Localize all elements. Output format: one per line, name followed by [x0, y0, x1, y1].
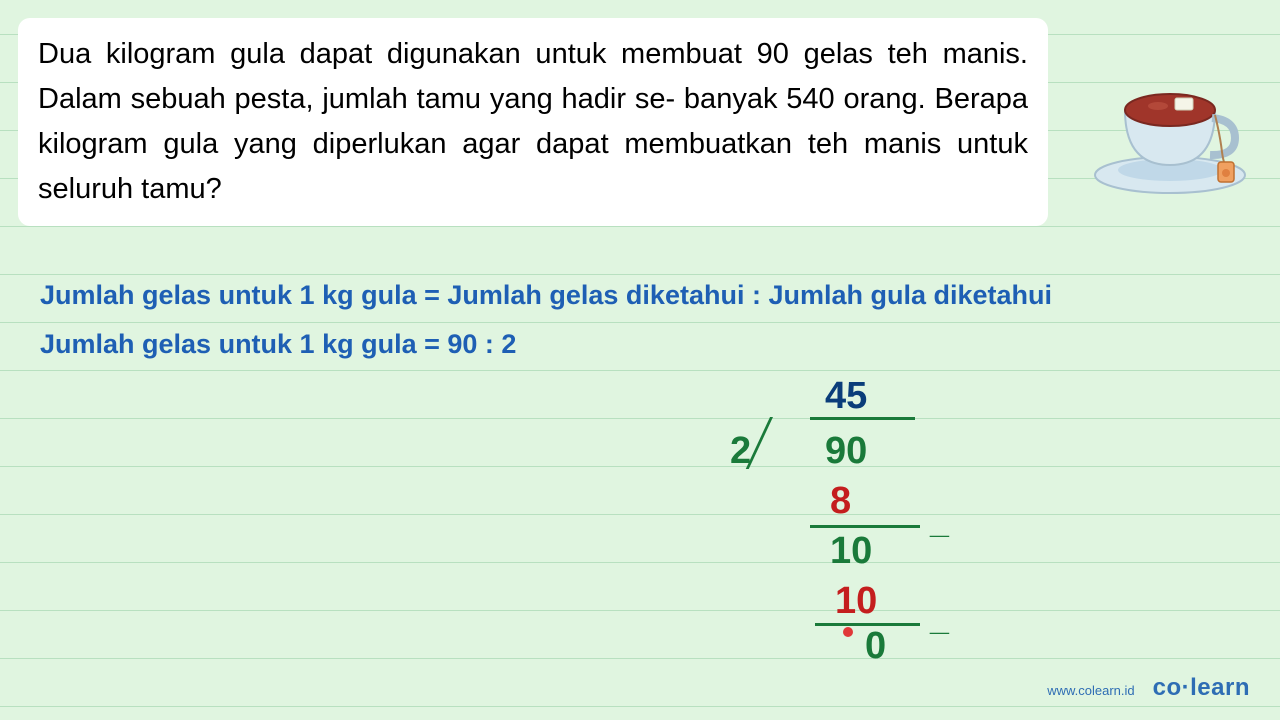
minus-sign-2: _ — [930, 600, 949, 639]
teacup-illustration — [1080, 60, 1260, 200]
formula-line-1: Jumlah gelas untuk 1 kg gula = Jumlah ge… — [40, 280, 1240, 311]
footer: www.colearn.id co·learn — [1047, 674, 1250, 702]
pointer-dot — [843, 627, 853, 637]
remainder-step-1: 10 — [830, 530, 872, 573]
question-box: Dua kilogram gula dapat digunakan untuk … — [18, 18, 1048, 226]
question-text: Dua kilogram gula dapat digunakan untuk … — [38, 32, 1028, 212]
quotient: 45 — [825, 375, 867, 418]
subtract-step-1: 8 — [830, 480, 851, 523]
subtract-step-2: 10 — [835, 580, 877, 623]
division-bar-top — [810, 417, 915, 420]
footer-logo: co·learn — [1153, 674, 1250, 702]
dividend: 90 — [825, 430, 867, 473]
formula-line-2: Jumlah gelas untuk 1 kg gula = 90 : 2 — [40, 329, 1240, 360]
footer-url: www.colearn.id — [1047, 683, 1134, 698]
minus-sign-1: _ — [930, 503, 949, 542]
division-line-1 — [810, 525, 920, 528]
solution-steps: Jumlah gelas untuk 1 kg gula = Jumlah ge… — [40, 280, 1240, 378]
final-remainder: 0 — [865, 625, 886, 668]
